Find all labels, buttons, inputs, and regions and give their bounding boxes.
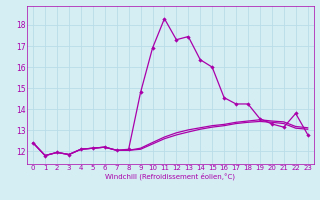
X-axis label: Windchill (Refroidissement éolien,°C): Windchill (Refroidissement éolien,°C) bbox=[105, 173, 236, 180]
